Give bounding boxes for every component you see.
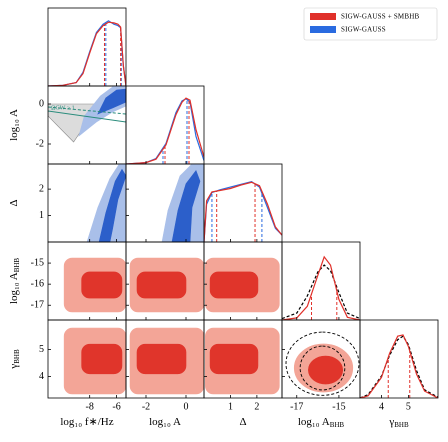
- y-axis-label: Δ: [8, 199, 20, 206]
- credible-region: [209, 271, 259, 299]
- density-curve: [126, 97, 204, 164]
- panel: [63, 257, 126, 313]
- credible-region: [81, 271, 123, 299]
- y-tick-label: 1: [39, 210, 44, 221]
- bound-line: [48, 106, 126, 115]
- y-axis-label: γBHB: [8, 349, 21, 370]
- panel: [205, 327, 280, 395]
- density-curve: [204, 180, 282, 242]
- axis-label-main: log₁₀ A: [8, 272, 20, 304]
- credible-region: [285, 331, 360, 396]
- legend-swatch: [310, 13, 336, 20]
- axis-label-sub: BHB: [13, 258, 21, 273]
- x-tick-label: -8: [86, 401, 94, 412]
- panel: [205, 257, 280, 313]
- panel-frame: [203, 163, 283, 243]
- panel-frame: [47, 7, 127, 87]
- panel: [282, 255, 360, 320]
- panel: [360, 334, 438, 398]
- density-curve: [282, 255, 360, 320]
- x-tick-label: -15: [332, 401, 345, 412]
- credible-region: [97, 88, 126, 115]
- y-axis-label: log₁₀ ABHB: [8, 258, 21, 305]
- axis-label-sub: BHB: [330, 421, 345, 429]
- x-axis-label: log₁₀ ABHB: [298, 416, 345, 429]
- density-curve: [48, 20, 126, 86]
- axis-label-main: Δ: [8, 199, 20, 206]
- density-curve: [360, 334, 438, 398]
- panel-frame: [281, 241, 361, 321]
- credible-region: [299, 345, 346, 391]
- panel: [129, 257, 204, 313]
- axis-label-main: γ: [8, 364, 20, 370]
- legend-box: [303, 7, 438, 41]
- credible-region: [136, 271, 187, 299]
- x-tick-label: 2: [254, 401, 259, 412]
- y-tick-label: -2: [36, 138, 44, 149]
- density-curve: [48, 21, 126, 86]
- panel: [63, 327, 126, 395]
- annotation: ΩGW ≥ 1: [51, 105, 75, 111]
- legend-label: SIGW-GAUSS + SMBHB: [341, 13, 419, 21]
- axis-label-sub: BHB: [13, 349, 21, 364]
- legend-swatch: [310, 26, 336, 33]
- panel: [48, 86, 126, 143]
- credible-region: [171, 169, 201, 242]
- panel: [161, 164, 204, 242]
- x-tick-label: -6: [112, 401, 120, 412]
- bound-line: [48, 110, 126, 123]
- axis-label-sub: BHB: [394, 421, 409, 429]
- axis-label-main: Δ: [239, 416, 246, 428]
- credible-region: [209, 343, 259, 375]
- panel: [126, 97, 204, 164]
- credible-region: [98, 168, 126, 242]
- x-axis-label: γBHB: [388, 416, 409, 429]
- x-axis-label: log₁₀ f∗/Hz: [60, 416, 113, 428]
- x-tick-label: 4: [379, 401, 384, 412]
- panel: [204, 180, 282, 242]
- panel: [48, 20, 126, 86]
- y-tick-label: 4: [39, 371, 44, 382]
- x-tick-label: -17: [290, 401, 303, 412]
- x-axis-label: log₁₀ A: [149, 416, 181, 428]
- panel: [129, 327, 204, 395]
- y-tick-label: -17: [31, 300, 44, 311]
- legend: SIGW-GAUSS + SMBHB SIGW-GAUSS: [303, 7, 438, 41]
- credible-region: [136, 343, 187, 375]
- panel: [285, 331, 360, 396]
- y-axis-label: log₁₀ A: [8, 109, 20, 141]
- y-tick-label: -16: [31, 278, 44, 289]
- x-tick-label: 1: [228, 401, 233, 412]
- y-tick-label: 0: [39, 98, 44, 109]
- density-curve: [282, 264, 360, 320]
- axis-label-main: log₁₀ f∗/Hz: [60, 416, 113, 428]
- panel: [86, 164, 126, 242]
- axis-label-main: log₁₀ A: [298, 416, 330, 428]
- x-tick-label: -2: [142, 401, 150, 412]
- axis-label-main: γ: [388, 416, 394, 428]
- y-tick-label: 5: [39, 344, 44, 355]
- x-axis-label: Δ: [239, 416, 246, 428]
- density-curve: [204, 181, 282, 242]
- credible-region: [81, 343, 123, 375]
- axis-label-main: log₁₀ A: [8, 109, 20, 141]
- credible-region: [308, 355, 344, 385]
- density-curve: [360, 335, 438, 398]
- panel-frame: [359, 319, 439, 399]
- y-tick-label: 2: [39, 183, 44, 194]
- x-tick-label: 0: [184, 401, 189, 412]
- axis-label-main: log₁₀ A: [149, 416, 181, 428]
- legend-label: SIGW-GAUSS: [341, 26, 386, 34]
- y-tick-label: -15: [31, 257, 44, 268]
- x-tick-label: 5: [406, 401, 411, 412]
